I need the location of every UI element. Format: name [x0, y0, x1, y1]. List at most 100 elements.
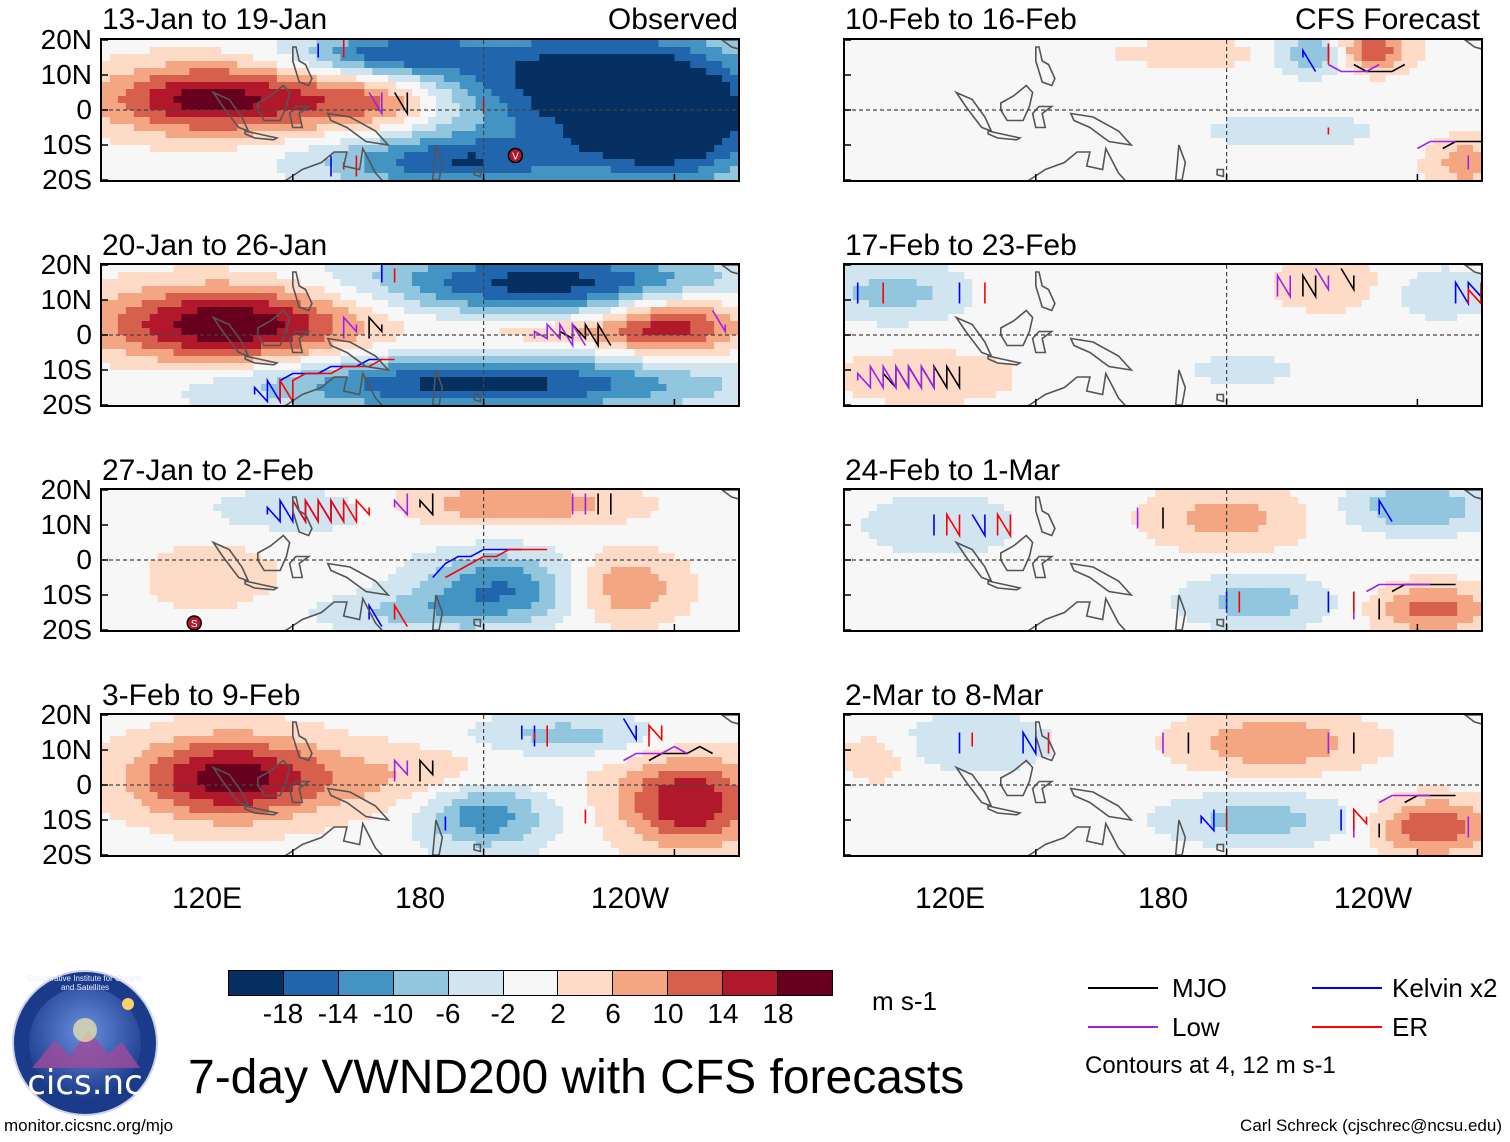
heatmap-cell: [253, 321, 262, 329]
heatmap-cell: [388, 110, 397, 118]
heatmap-cell: [237, 525, 246, 533]
heatmap-cell: [205, 103, 214, 111]
heatmap-cell: [674, 321, 683, 329]
heatmap-cell: [237, 75, 246, 83]
heatmap-cell: [316, 567, 326, 575]
heatmap-cell: [467, 61, 477, 69]
heatmap-cell: [396, 370, 405, 378]
heatmap-cell: [602, 539, 612, 547]
heatmap-cell: [324, 356, 334, 364]
heatmap-cell: [404, 82, 413, 90]
heatmap-cell: [674, 117, 683, 125]
heatmap-cell: [308, 293, 318, 301]
heatmap-cell: [555, 363, 564, 371]
heatmap-cell: [443, 602, 453, 610]
heatmap-cell: [706, 602, 715, 610]
heatmap-cell: [253, 293, 262, 301]
heatmap-cell: [499, 623, 509, 630]
heatmap-cell: [722, 567, 731, 575]
heatmap-cell: [586, 539, 596, 547]
heatmap-cell: [642, 279, 652, 287]
heatmap-cell: [213, 307, 222, 315]
heatmap-cell: [316, 363, 326, 371]
heatmap-cell: [388, 581, 397, 589]
heatmap-cell: [571, 391, 580, 399]
heatmap-cell: [420, 518, 429, 526]
heatmap-cell: [618, 117, 628, 125]
heatmap-cell: [396, 300, 405, 308]
heatmap-cell: [380, 560, 389, 568]
heatmap-cell: [173, 581, 183, 589]
heatmap-cell: [531, 300, 540, 308]
heatmap-cell: [531, 356, 540, 364]
heatmap-cell: [109, 384, 119, 392]
heatmap-cell: [714, 54, 723, 62]
heatmap-cell: [109, 103, 119, 111]
heatmap-cell: [658, 377, 668, 385]
heatmap-cell: [221, 103, 230, 111]
heatmap-cell: [197, 602, 206, 610]
heatmap-cell: [682, 581, 691, 589]
heatmap-cell: [125, 560, 135, 568]
heatmap-cell: [642, 286, 652, 294]
heatmap-cell: [117, 511, 127, 519]
heatmap-cell: [117, 356, 127, 364]
heatmap-cell: [340, 377, 350, 385]
heatmap-cell: [117, 813, 127, 821]
heatmap-cell: [102, 504, 111, 512]
heatmap-cell: [547, 342, 556, 350]
heatmap-cell: [181, 370, 191, 378]
heatmap-cell: [356, 581, 365, 589]
heatmap-cell: [292, 82, 302, 90]
heatmap-cell: [372, 553, 381, 561]
heatmap-cell: [674, 602, 683, 610]
heatmap-cell: [268, 356, 278, 364]
heatmap-cell: [276, 574, 286, 582]
heatmap-cell: [197, 504, 206, 512]
heatmap-cell: [666, 574, 675, 582]
heatmap-cell: [579, 588, 588, 596]
heatmap-cell: [698, 377, 707, 385]
heatmap-cell: [284, 152, 294, 160]
heatmap-cell: [475, 609, 485, 617]
heatmap-cell: [141, 398, 151, 405]
heatmap-cell: [427, 518, 437, 526]
heatmap-cell: [109, 560, 119, 568]
heatmap-cell: [539, 567, 548, 575]
heatmap-cell: [427, 553, 437, 561]
heatmap-cell: [125, 616, 135, 624]
heatmap-cell: [626, 546, 636, 554]
heatmap-cell: [213, 159, 222, 167]
heatmap-cell: [515, 525, 524, 533]
heatmap-cell: [141, 616, 151, 624]
heatmap-cell: [451, 307, 461, 315]
heatmap-cell: [213, 574, 222, 582]
heatmap-cell: [714, 307, 723, 315]
heatmap-cell: [133, 96, 143, 104]
heatmap-cell: [563, 581, 572, 589]
heatmap-cell: [666, 609, 675, 617]
heatmap-cell: [602, 609, 612, 617]
heatmap-cell: [618, 581, 628, 589]
heatmap-cell: [308, 497, 318, 505]
heatmap-cell: [563, 328, 572, 336]
heatmap-cell: [650, 574, 660, 582]
heatmap-cell: [197, 363, 206, 371]
heatmap-cell: [491, 47, 501, 55]
heatmap-cell: [523, 110, 532, 118]
heatmap-cell: [380, 525, 389, 533]
heatmap-cell: [221, 307, 230, 315]
heatmap-cell: [602, 124, 612, 132]
heatmap-cell: [308, 272, 318, 280]
heatmap-cell: [515, 490, 524, 498]
heatmap-cell: [276, 532, 286, 540]
heatmap-cell: [523, 490, 532, 498]
contour-line-low: [368, 92, 383, 117]
heatmap-cell: [523, 497, 532, 505]
heatmap-cell: [165, 342, 175, 350]
heatmap-cell: [730, 539, 738, 547]
heatmap-cell: [642, 117, 652, 125]
heatmap-cell: [714, 173, 723, 180]
heatmap-cell: [602, 314, 612, 322]
heatmap-cell: [109, 518, 119, 526]
